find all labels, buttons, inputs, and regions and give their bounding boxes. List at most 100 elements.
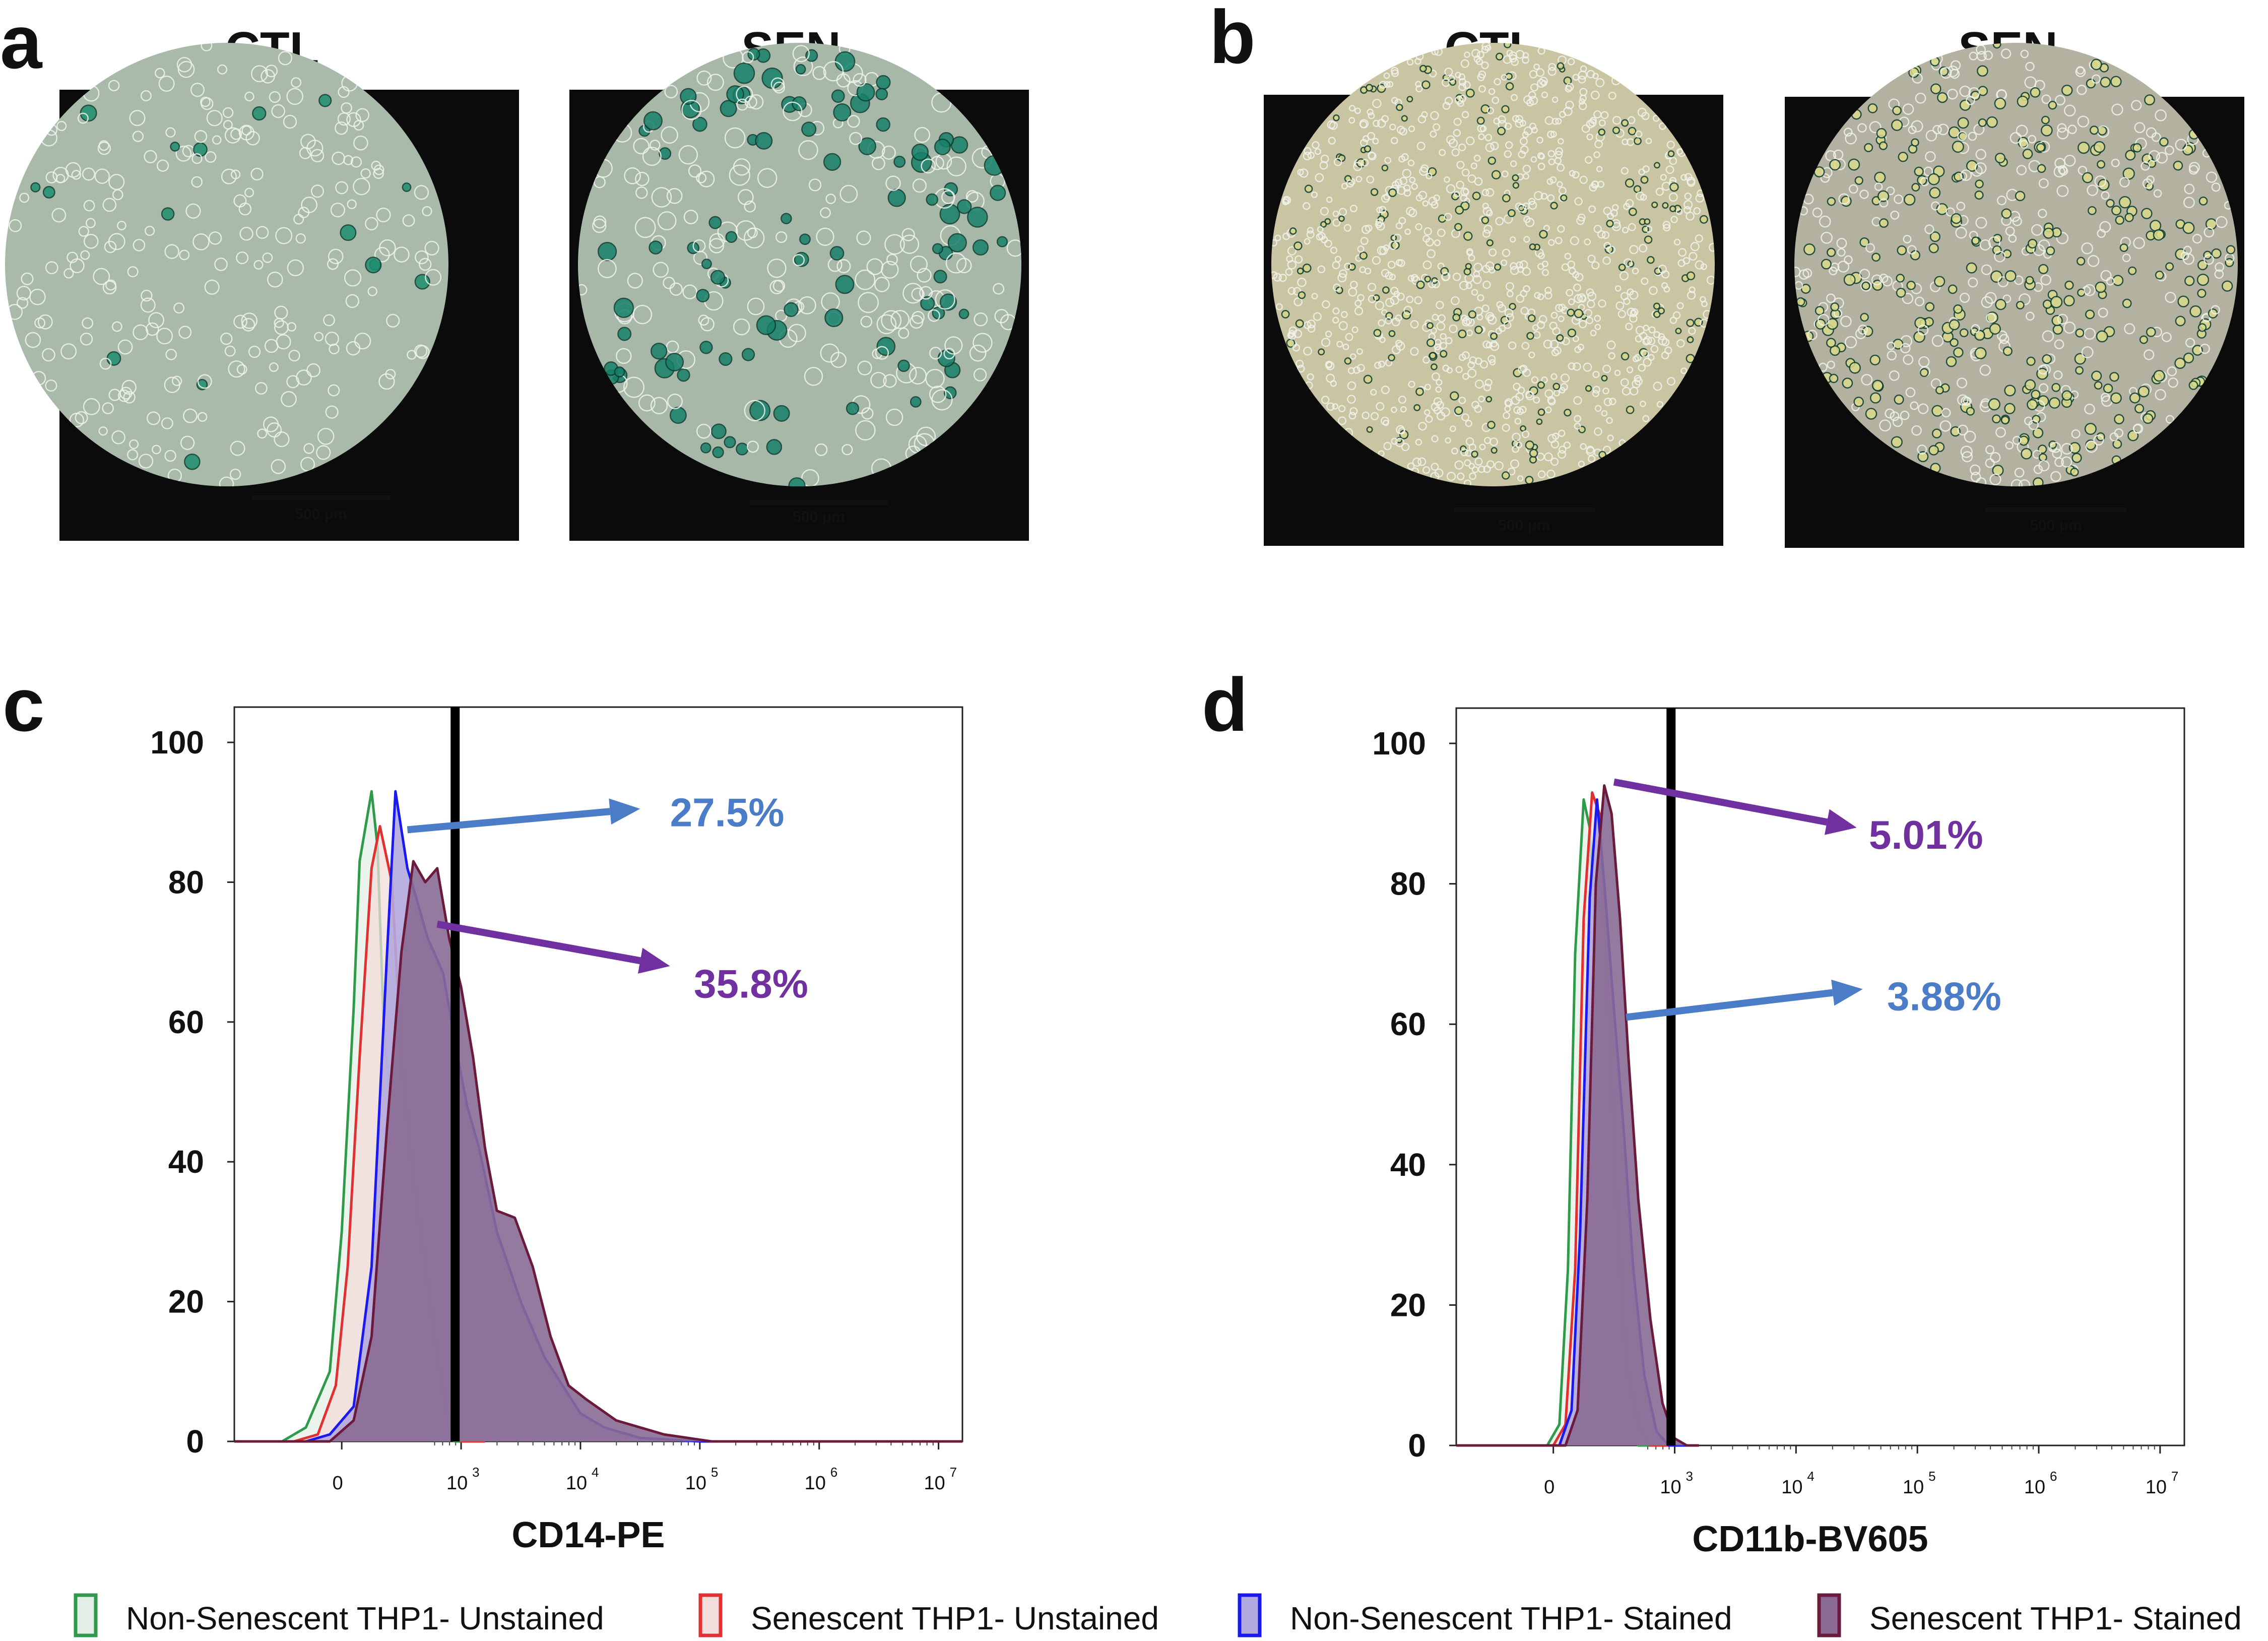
cell [182,408,198,423]
cell [418,258,432,271]
cell [1533,396,1540,404]
cell [310,184,325,198]
cell [2129,392,2141,404]
cell [1518,150,1526,159]
cell [1687,176,1696,185]
cell [1486,239,1494,246]
cell [2111,158,2120,167]
cell [1974,162,1987,174]
cell [1959,292,1970,303]
cell [156,328,173,345]
cell [1332,218,1341,227]
cell [201,43,213,51]
cell [1485,143,1495,152]
cell [1536,418,1543,425]
cell [1425,172,1433,179]
cell [993,283,1005,295]
cell [317,427,335,445]
cell [1579,88,1588,96]
cell [2005,441,2014,450]
cell [2133,237,2145,249]
cell [1596,166,1603,172]
cell [2115,215,2124,225]
cell [1558,450,1567,459]
cell [2019,293,2031,305]
cell [1676,302,1684,309]
cell [1976,51,1987,61]
cell [1528,351,1535,358]
cell [1385,297,1395,307]
cell [2036,143,2045,152]
cell [2077,257,2086,266]
y-tick-label: 100 [150,724,204,761]
cell [1879,198,1889,208]
cell [2101,191,2110,200]
cell [1830,263,1840,272]
cell [1928,243,1939,254]
cell [657,211,677,231]
cell [1417,457,1427,466]
cell [1638,168,1645,175]
cell [1820,173,1830,183]
cell [2082,172,2093,183]
cell [792,45,810,62]
cell [1349,353,1356,360]
cell [1837,248,1846,257]
cell [286,375,300,389]
cell [2188,165,2199,175]
cell [1465,420,1472,427]
cell [1628,223,1636,231]
cell [1525,476,1534,485]
cell [171,375,182,387]
cell [720,100,737,117]
cell [812,66,826,80]
cell [1354,306,1364,315]
cell [300,457,315,472]
cell [1915,92,1926,104]
cell [85,218,96,228]
cell [402,182,412,192]
cell [1404,228,1411,235]
cell [1471,450,1478,458]
cell [1643,357,1652,367]
cell [2063,104,2076,117]
cell [1494,263,1502,271]
cell [1407,159,1415,167]
x-tick-label: 10 [446,1473,468,1494]
cell [267,422,282,438]
cell [1471,289,1478,296]
cell [271,459,286,474]
cell [1567,308,1575,317]
x-tick-exponent: 4 [1807,1469,1814,1484]
cell [1507,467,1516,476]
cell [1501,259,1508,266]
cell [353,177,370,196]
cell [1528,91,1536,99]
cell [1638,363,1646,372]
cell [1436,322,1446,331]
cell [2142,178,2153,189]
cell [1469,472,1476,480]
cell [1541,269,1549,276]
cell [425,269,442,286]
cell [1567,328,1577,338]
cell [1489,342,1500,351]
cell [1652,114,1660,122]
cell [208,231,222,245]
cell [1970,472,1981,482]
cell [1396,341,1405,351]
cell [1454,191,1460,198]
cell [1517,204,1527,213]
cell [592,218,607,233]
cell [2112,275,2124,286]
cell [2088,206,2097,215]
cell [2094,381,2103,390]
cell [2198,197,2208,206]
cell [663,276,675,289]
cell [1896,288,1906,298]
cell [244,187,254,198]
cell [1653,302,1661,310]
cell [71,170,82,180]
cell [2024,76,2037,89]
cell [1326,402,1335,411]
